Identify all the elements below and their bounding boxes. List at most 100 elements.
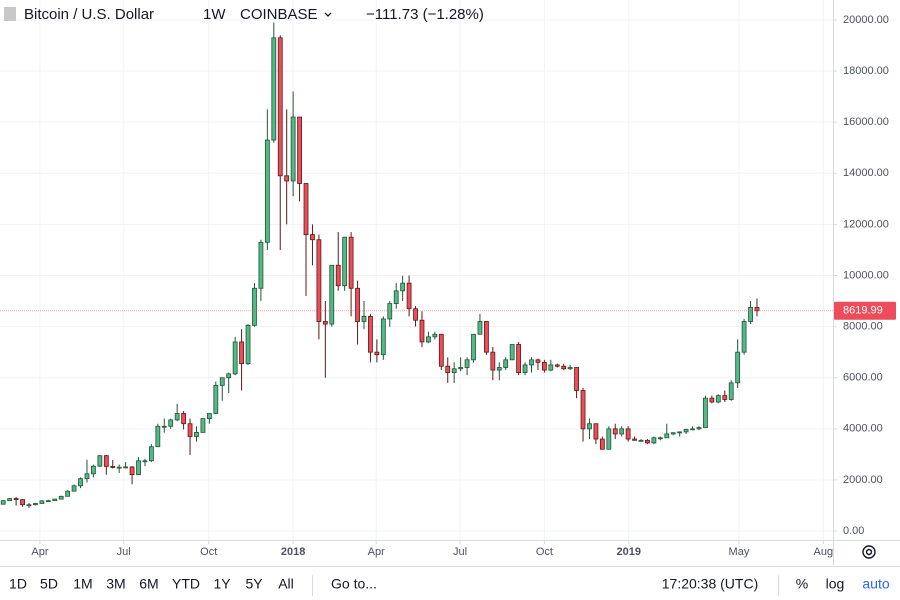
range-button[interactable]: 5D <box>40 576 58 592</box>
y-tick-label: 12000.00 <box>843 218 889 230</box>
candle-body <box>161 425 167 428</box>
candle-body <box>619 428 625 435</box>
candle-body <box>200 418 206 433</box>
last-price-label: 8619.99 <box>843 305 883 317</box>
range-button[interactable]: 1D <box>9 576 27 592</box>
candle-body <box>458 367 464 370</box>
candle-body <box>413 308 418 321</box>
candle-body <box>329 264 335 325</box>
candle-body <box>65 490 71 497</box>
goto-button[interactable]: Go to... <box>331 576 377 592</box>
candle-body <box>226 373 232 379</box>
candle-body <box>580 390 586 430</box>
candle-body <box>554 364 560 367</box>
candle-body <box>45 500 51 503</box>
candle-body <box>52 498 58 502</box>
candle-body <box>574 367 579 391</box>
range-button[interactable]: 1M <box>73 576 92 592</box>
candle-body <box>277 37 283 177</box>
candle-body <box>664 433 670 439</box>
last-price-tag <box>834 301 896 320</box>
candle-body <box>187 423 193 437</box>
candle-body <box>561 365 567 370</box>
y-tick-label: 14000.00 <box>843 167 889 179</box>
candle-body <box>316 239 322 322</box>
candle-body <box>33 503 38 506</box>
scale-option[interactable]: log <box>826 576 845 592</box>
candle-body <box>116 466 122 469</box>
candle-body <box>406 282 412 310</box>
candle-body <box>252 287 257 326</box>
range-button[interactable]: All <box>278 576 294 592</box>
price-change: −111.73 (−1.28%) <box>366 6 484 23</box>
x-tick-label: Oct <box>200 546 217 558</box>
candle-body <box>136 460 141 475</box>
candle-body <box>26 504 32 507</box>
candle-body <box>722 395 728 400</box>
candle-body <box>335 264 341 287</box>
range-button[interactable]: 6M <box>139 576 158 592</box>
symbol-icon <box>4 7 16 21</box>
candle-body <box>342 236 348 287</box>
candle-body <box>509 344 515 361</box>
candle-body <box>645 439 650 444</box>
candle-body <box>206 413 212 420</box>
range-button[interactable]: 3M <box>106 576 125 592</box>
toolbar: 1D 5D 1M 3M 6M YTD 1Y 5Y All Go to... 17:20:38 (UT… <box>9 575 890 596</box>
candle-body <box>103 455 109 467</box>
candle-body <box>606 428 612 450</box>
candle-body <box>496 367 502 371</box>
y-tick-label: 0.00 <box>843 525 864 537</box>
candle-body <box>638 439 644 442</box>
range-button[interactable]: 5Y <box>245 576 263 592</box>
candle-body <box>393 290 399 305</box>
gear-hub <box>865 548 873 556</box>
candle-body <box>709 397 715 403</box>
candle-body <box>84 473 90 480</box>
candle-body <box>368 315 373 353</box>
symbol-dropdown[interactable] <box>324 12 332 17</box>
range-button[interactable]: 1Y <box>213 576 231 592</box>
candle-body <box>290 116 296 182</box>
interval[interactable]: 1W <box>203 6 226 23</box>
symbol-title: Bitcoin / U.S. Dollar <box>24 6 154 23</box>
x-tick-label: Aug <box>814 546 834 558</box>
candle-body <box>625 428 631 440</box>
grid <box>0 0 833 540</box>
candle-body <box>129 466 135 475</box>
candle-body <box>20 499 25 506</box>
candle-body <box>181 413 187 425</box>
x-tick-label: Oct <box>536 546 553 558</box>
candle-body <box>632 438 637 441</box>
candle-body <box>503 359 509 368</box>
candle-body <box>703 397 708 428</box>
candle-body <box>541 361 547 371</box>
x-tick-label: Apr <box>368 546 385 558</box>
candle-body <box>741 321 747 353</box>
candle-body <box>374 351 380 356</box>
candle-body <box>484 321 489 353</box>
candle-body <box>748 307 753 322</box>
settings-icon[interactable] <box>862 545 876 559</box>
candle-body <box>490 351 496 371</box>
candle-body <box>432 333 438 338</box>
candle-body <box>71 485 77 492</box>
y-tick-label: 2000.00 <box>843 474 883 486</box>
candle-body <box>651 437 657 444</box>
candle-body <box>91 465 96 475</box>
candle-body <box>232 341 238 375</box>
plot <box>0 22 833 509</box>
y-tick-label: 16000.00 <box>843 116 889 128</box>
candle-body <box>297 116 302 184</box>
candle-body <box>445 365 451 374</box>
range-button[interactable]: YTD <box>172 576 200 592</box>
candle-body <box>39 500 45 504</box>
scale-option[interactable]: % <box>796 576 808 592</box>
candle-body <box>451 368 457 374</box>
candle-body <box>438 333 444 367</box>
candle-body <box>148 446 154 462</box>
scale-option[interactable]: auto <box>862 576 889 592</box>
candle-body <box>593 423 599 440</box>
x-tick-label: May <box>729 546 750 558</box>
